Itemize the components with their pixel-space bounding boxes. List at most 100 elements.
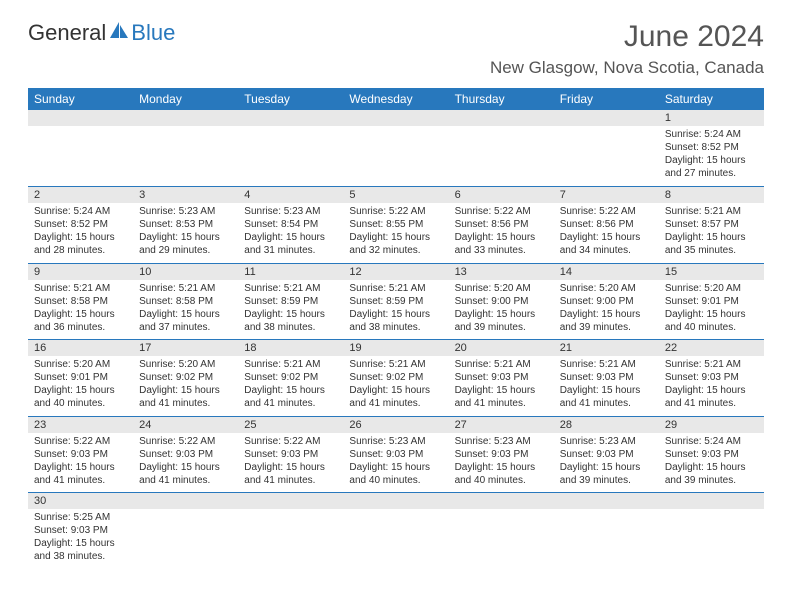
day-cell: 1Sunrise: 5:24 AMSunset: 8:52 PMDaylight… xyxy=(659,110,764,186)
sunrise-line: Sunrise: 5:22 AM xyxy=(455,205,548,218)
day-cell xyxy=(238,493,343,569)
sunrise-line: Sunrise: 5:21 AM xyxy=(349,282,442,295)
sunrise-line: Sunrise: 5:25 AM xyxy=(34,511,127,524)
sunrise-line: Sunrise: 5:22 AM xyxy=(244,435,337,448)
day-cell: 6 Sunrise: 5:22 AMSunset: 8:56 PMDaylight… xyxy=(449,187,554,263)
sunrise-line: Sunrise: 5:21 AM xyxy=(244,282,337,295)
day-number: 6 xyxy=(449,187,554,203)
day-body: Sunrise: 5:21 AMSunset: 8:58 PMDaylight:… xyxy=(28,280,133,338)
day-body: Sunrise: 5:22 AMSunset: 8:55 PMDaylight:… xyxy=(343,203,448,261)
day-body: Sunrise: 5:21 AMSunset: 8:58 PMDaylight:… xyxy=(133,280,238,338)
day-number: 25 xyxy=(238,417,343,433)
sunset-line: Sunset: 9:01 PM xyxy=(34,371,127,384)
empty-day-header xyxy=(28,110,133,126)
sunset-line: Sunset: 9:03 PM xyxy=(665,448,758,461)
day-number: 30 xyxy=(28,493,133,509)
day-cell: 2Sunrise: 5:24 AMSunset: 8:52 PMDaylight… xyxy=(28,187,133,263)
daylight-line: Daylight: 15 hours and 40 minutes. xyxy=(455,461,548,487)
sunset-line: Sunset: 8:56 PM xyxy=(455,218,548,231)
day-body: Sunrise: 5:22 AMSunset: 9:03 PMDaylight:… xyxy=(238,433,343,491)
empty-day-header xyxy=(449,493,554,509)
sunrise-line: Sunrise: 5:20 AM xyxy=(560,282,653,295)
day-cell: 3Sunrise: 5:23 AMSunset: 8:53 PMDaylight… xyxy=(133,187,238,263)
logo-sail-icon xyxy=(108,20,130,46)
sunrise-line: Sunrise: 5:24 AM xyxy=(665,128,758,141)
day-number: 2 xyxy=(28,187,133,203)
sunset-line: Sunset: 8:54 PM xyxy=(244,218,337,231)
day-number: 7 xyxy=(554,187,659,203)
daylight-line: Daylight: 15 hours and 34 minutes. xyxy=(560,231,653,257)
day-number: 26 xyxy=(343,417,448,433)
daylight-line: Daylight: 15 hours and 32 minutes. xyxy=(349,231,442,257)
daylight-line: Daylight: 15 hours and 37 minutes. xyxy=(139,308,232,334)
day-cell: 20Sunrise: 5:21 AMSunset: 9:03 PMDayligh… xyxy=(449,340,554,416)
week-row: 30 Sunrise: 5:25 AMSunset: 9:03 PMDayligh… xyxy=(28,493,764,569)
day-body: Sunrise: 5:20 AMSunset: 9:00 PMDaylight:… xyxy=(554,280,659,338)
sunrise-line: Sunrise: 5:23 AM xyxy=(455,435,548,448)
day-body: Sunrise: 5:22 AMSunset: 9:03 PMDaylight:… xyxy=(133,433,238,491)
day-body: Sunrise: 5:20 AMSunset: 9:01 PMDaylight:… xyxy=(28,356,133,414)
day-number: 3 xyxy=(133,187,238,203)
sunset-line: Sunset: 9:03 PM xyxy=(455,371,548,384)
day-body: Sunrise: 5:22 AMSunset: 9:03 PMDaylight:… xyxy=(28,433,133,491)
daylight-line: Daylight: 15 hours and 41 minutes. xyxy=(665,384,758,410)
sunrise-line: Sunrise: 5:21 AM xyxy=(455,358,548,371)
daylight-line: Daylight: 15 hours and 41 minutes. xyxy=(244,384,337,410)
sunset-line: Sunset: 8:55 PM xyxy=(349,218,442,231)
day-body: Sunrise: 5:20 AMSunset: 9:02 PMDaylight:… xyxy=(133,356,238,414)
week-row: 23Sunrise: 5:22 AMSunset: 9:03 PMDayligh… xyxy=(28,416,764,492)
sunrise-line: Sunrise: 5:21 AM xyxy=(560,358,653,371)
day-cell: 17Sunrise: 5:20 AMSunset: 9:02 PMDayligh… xyxy=(133,340,238,416)
day-number: 4 xyxy=(238,187,343,203)
day-cell xyxy=(343,493,448,569)
day-cell: 13Sunrise: 5:20 AMSunset: 9:00 PMDayligh… xyxy=(449,263,554,339)
day-cell: 21Sunrise: 5:21 AMSunset: 9:03 PMDayligh… xyxy=(554,340,659,416)
day-cell: 9Sunrise: 5:21 AMSunset: 8:58 PMDaylight… xyxy=(28,263,133,339)
daylight-line: Daylight: 15 hours and 38 minutes. xyxy=(34,537,127,563)
week-row: 16Sunrise: 5:20 AMSunset: 9:01 PMDayligh… xyxy=(28,340,764,416)
empty-day-header xyxy=(238,110,343,126)
day-cell: 19Sunrise: 5:21 AMSunset: 9:02 PMDayligh… xyxy=(343,340,448,416)
daylight-line: Daylight: 15 hours and 40 minutes. xyxy=(34,384,127,410)
sunrise-line: Sunrise: 5:23 AM xyxy=(560,435,653,448)
sunset-line: Sunset: 9:03 PM xyxy=(139,448,232,461)
day-number: 22 xyxy=(659,340,764,356)
week-row: 9Sunrise: 5:21 AMSunset: 8:58 PMDaylight… xyxy=(28,263,764,339)
empty-day-header xyxy=(449,110,554,126)
sunset-line: Sunset: 8:57 PM xyxy=(665,218,758,231)
weekday-header: Monday xyxy=(133,88,238,110)
sunrise-line: Sunrise: 5:21 AM xyxy=(139,282,232,295)
daylight-line: Daylight: 15 hours and 36 minutes. xyxy=(34,308,127,334)
sunrise-line: Sunrise: 5:22 AM xyxy=(560,205,653,218)
weekday-header: Tuesday xyxy=(238,88,343,110)
sunset-line: Sunset: 8:59 PM xyxy=(349,295,442,308)
daylight-line: Daylight: 15 hours and 39 minutes. xyxy=(560,308,653,334)
day-number: 14 xyxy=(554,264,659,280)
day-number: 11 xyxy=(238,264,343,280)
daylight-line: Daylight: 15 hours and 33 minutes. xyxy=(455,231,548,257)
day-cell xyxy=(659,493,764,569)
day-body: Sunrise: 5:21 AMSunset: 8:59 PMDaylight:… xyxy=(343,280,448,338)
day-cell: 10Sunrise: 5:21 AMSunset: 8:58 PMDayligh… xyxy=(133,263,238,339)
day-number: 8 xyxy=(659,187,764,203)
day-cell: 16Sunrise: 5:20 AMSunset: 9:01 PMDayligh… xyxy=(28,340,133,416)
sunrise-line: Sunrise: 5:21 AM xyxy=(244,358,337,371)
weekday-header: Sunday xyxy=(28,88,133,110)
header: General Blue June 2024 New Glasgow, Nova… xyxy=(28,20,764,78)
daylight-line: Daylight: 15 hours and 39 minutes. xyxy=(665,461,758,487)
day-cell: 23Sunrise: 5:22 AMSunset: 9:03 PMDayligh… xyxy=(28,416,133,492)
day-cell: 5Sunrise: 5:22 AMSunset: 8:55 PMDaylight… xyxy=(343,187,448,263)
daylight-line: Daylight: 15 hours and 41 minutes. xyxy=(244,461,337,487)
daylight-line: Daylight: 15 hours and 41 minutes. xyxy=(349,384,442,410)
daylight-line: Daylight: 15 hours and 41 minutes. xyxy=(560,384,653,410)
day-cell: 27Sunrise: 5:23 AMSunset: 9:03 PMDayligh… xyxy=(449,416,554,492)
sunrise-line: Sunrise: 5:23 AM xyxy=(139,205,232,218)
day-body: Sunrise: 5:21 AMSunset: 8:57 PMDaylight:… xyxy=(659,203,764,261)
day-body: Sunrise: 5:21 AMSunset: 9:02 PMDaylight:… xyxy=(343,356,448,414)
day-number: 15 xyxy=(659,264,764,280)
day-number: 17 xyxy=(133,340,238,356)
sunset-line: Sunset: 9:03 PM xyxy=(34,524,127,537)
sunset-line: Sunset: 9:03 PM xyxy=(455,448,548,461)
title-block: June 2024 New Glasgow, Nova Scotia, Cana… xyxy=(490,20,764,78)
daylight-line: Daylight: 15 hours and 29 minutes. xyxy=(139,231,232,257)
